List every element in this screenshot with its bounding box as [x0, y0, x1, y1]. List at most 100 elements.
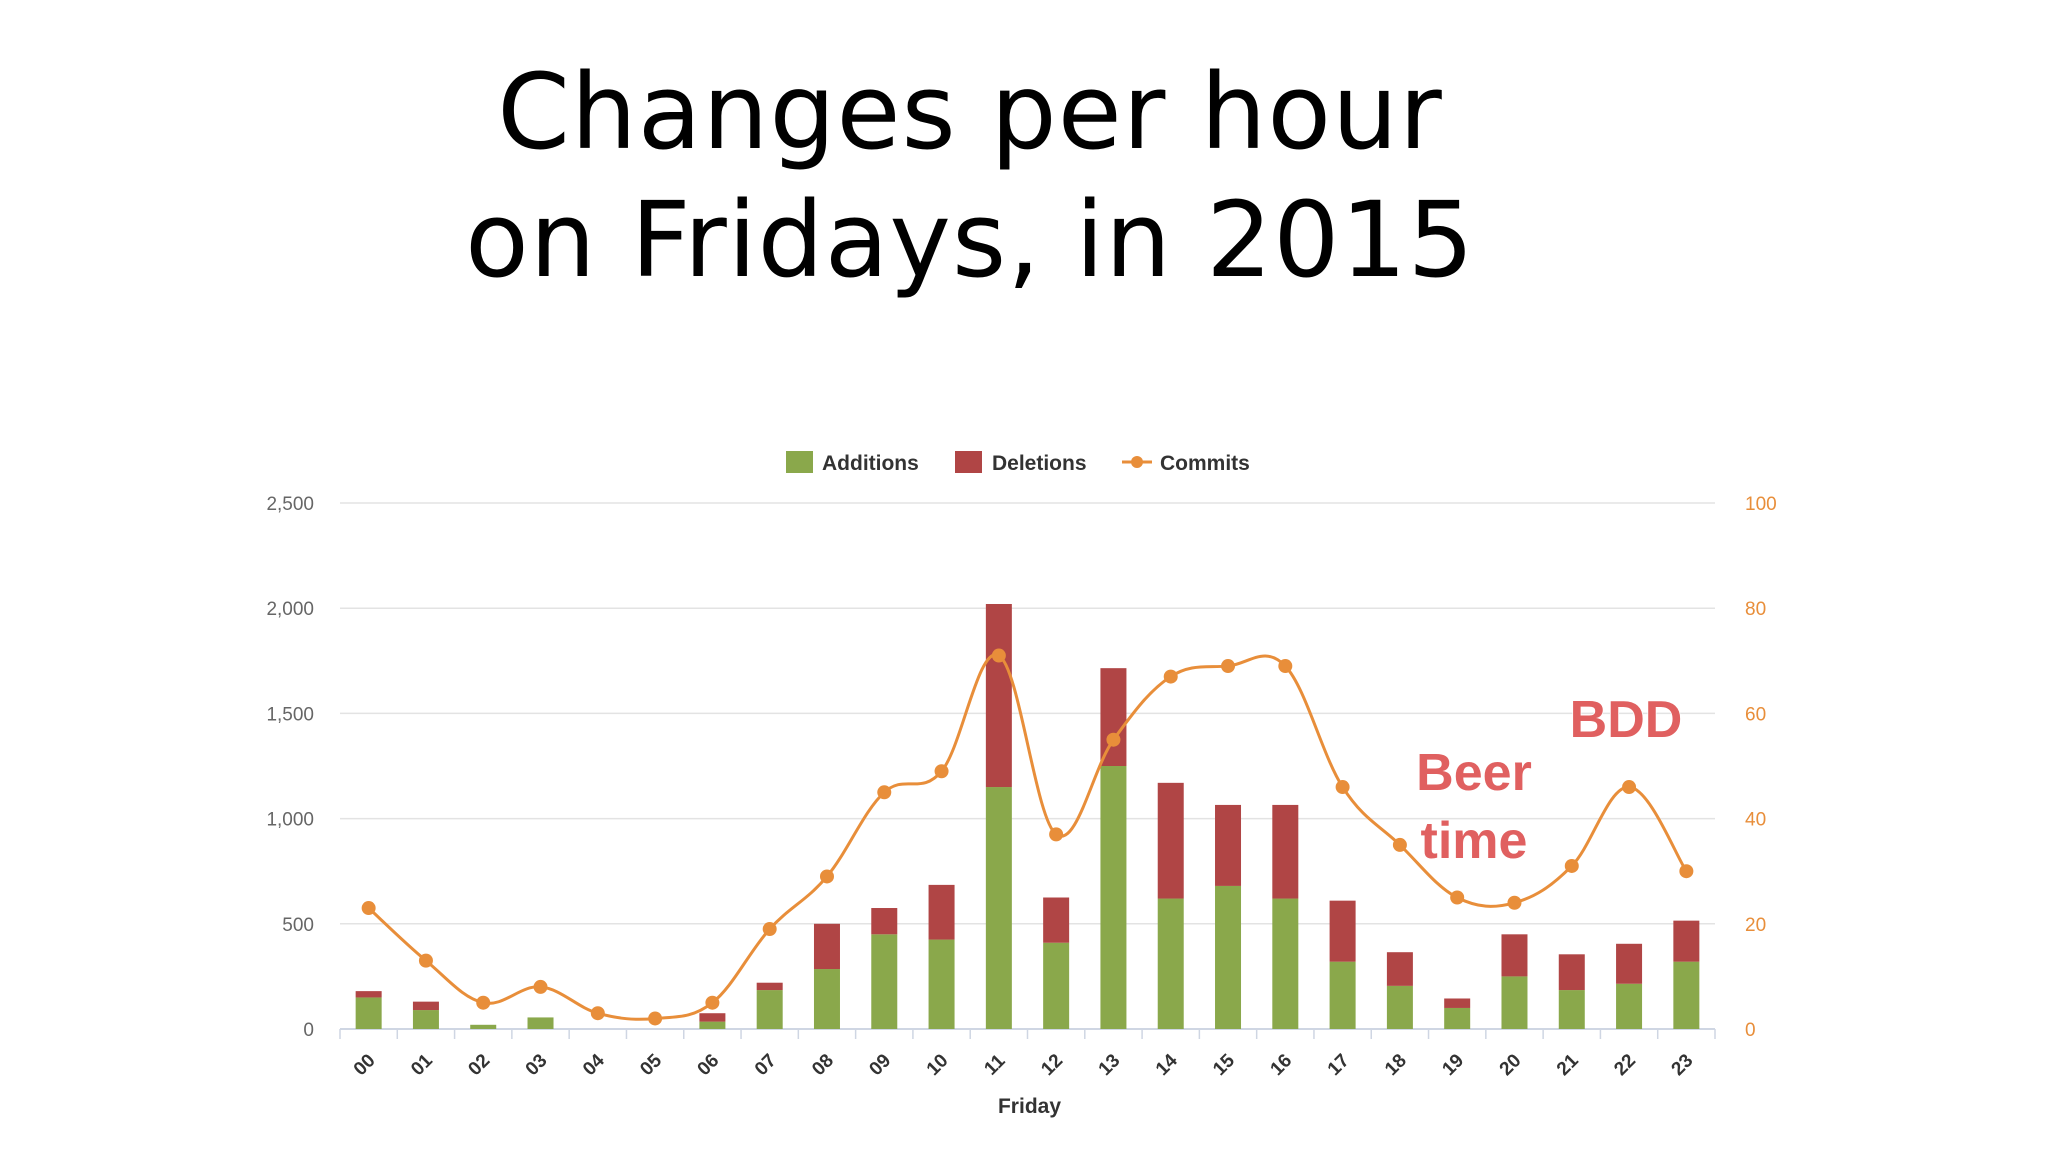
bar-deletions [1501, 934, 1528, 977]
y-tick-label-left: 2,500 [266, 494, 314, 515]
bar-additions [470, 1024, 497, 1029]
bar-deletions [699, 1013, 726, 1022]
x-tick-label: 17 [1324, 1050, 1354, 1080]
x-tick-label: 14 [1152, 1050, 1182, 1080]
x-tick-label: 07 [751, 1050, 781, 1080]
bars [355, 603, 1700, 1029]
bar-additions [1444, 1007, 1471, 1029]
bar-deletions [412, 1001, 439, 1011]
commits-point [418, 953, 433, 968]
commits-point [1163, 669, 1178, 684]
slide-title-line-2: on Fridays, in 2015 [465, 179, 1475, 301]
y-tick-label-right: 40 [1745, 810, 1766, 831]
x-tick-label: 10 [923, 1050, 953, 1080]
annotation-bdd: BDD [1570, 691, 1683, 749]
x-tick-label: 05 [636, 1050, 666, 1080]
legend-commits-label: Commits [1160, 452, 1250, 475]
bar-additions [699, 1021, 726, 1029]
commits-point [877, 785, 892, 800]
bar-additions [871, 934, 898, 1029]
y-tick-label-right: 100 [1745, 494, 1777, 515]
commits-point [533, 979, 548, 994]
commits-point [1450, 890, 1465, 905]
bar-additions [813, 969, 840, 1029]
x-tick-label: 01 [407, 1050, 437, 1080]
commits-point [1049, 827, 1064, 842]
x-tick-label: 09 [865, 1050, 895, 1080]
bar-deletions [1673, 920, 1700, 962]
commits-point [590, 1006, 605, 1021]
bar-deletions [1616, 943, 1643, 984]
x-tick-label: 20 [1496, 1050, 1526, 1080]
bar-additions [1329, 961, 1356, 1029]
y-tick-label-left: 1,500 [266, 704, 314, 725]
x-axis-label: Friday [998, 1095, 1061, 1118]
bar-deletions [1558, 954, 1585, 991]
bar-additions [928, 939, 955, 1029]
commits-point [476, 995, 491, 1010]
y-tick-label-left: 1,000 [266, 810, 314, 831]
bar-deletions [928, 884, 955, 940]
legend-additions-label: Additions [822, 452, 919, 475]
y-tick-label-right: 60 [1745, 704, 1766, 725]
commits-point [991, 648, 1006, 663]
bar-deletions [756, 982, 783, 991]
bar-deletions [871, 908, 898, 935]
commits-point [1622, 780, 1637, 795]
bar-additions [1558, 990, 1585, 1029]
legend-additions-swatch [786, 451, 813, 473]
bar-deletions [1444, 998, 1471, 1008]
annotations: Beer time BDD [1415, 690, 1683, 871]
bar-additions [756, 990, 783, 1029]
commits-point [1278, 659, 1293, 674]
annotation-time: time [1421, 812, 1528, 870]
x-tick-label: 21 [1553, 1050, 1583, 1080]
commits-line [361, 648, 1694, 1026]
bar-additions [1616, 983, 1643, 1029]
commits-point [1392, 837, 1407, 852]
legend-commits-marker [1131, 456, 1143, 468]
bar-additions [527, 1017, 554, 1029]
x-tick-label: 03 [522, 1050, 552, 1080]
bar-additions [412, 1010, 439, 1029]
commits-point [1335, 780, 1350, 795]
bar-deletions [1386, 952, 1413, 986]
annotation-beer: Beer [1416, 744, 1532, 802]
bar-deletions [1157, 782, 1184, 899]
bar-additions [985, 787, 1012, 1029]
x-tick-label: 12 [1037, 1050, 1067, 1080]
x-tick-label: 22 [1610, 1050, 1640, 1080]
commits-point [1564, 858, 1579, 873]
y-tick-label-left: 0 [303, 1020, 314, 1041]
x-tick-label: 00 [350, 1050, 380, 1080]
commits-point [1221, 659, 1236, 674]
x-tick-label: 23 [1668, 1050, 1698, 1080]
bar-additions [1673, 961, 1700, 1029]
bar-additions [1043, 942, 1070, 1029]
commits-point [648, 1011, 663, 1026]
commits-point [762, 922, 777, 937]
x-tick-label: 16 [1267, 1050, 1297, 1080]
y-tick-label-right: 20 [1745, 915, 1766, 936]
x-tick-label: 13 [1095, 1050, 1125, 1080]
bar-additions [1157, 898, 1184, 1029]
bar-deletions [1043, 897, 1070, 943]
x-tick-label: 19 [1438, 1050, 1468, 1080]
bar-additions [1272, 898, 1299, 1029]
commits-point [1679, 864, 1694, 879]
x-tick-label: 15 [1209, 1050, 1239, 1080]
y-tick-label-left: 500 [282, 915, 314, 936]
slide-title-line-1: Changes per hour [497, 51, 1443, 173]
bar-deletions [355, 991, 382, 998]
x-tick-label: 08 [808, 1050, 838, 1080]
commits-point [1106, 732, 1121, 747]
bar-deletions [1272, 804, 1299, 899]
bar-deletions [813, 923, 840, 970]
slide-title: Changes per hour on Fridays, in 2015 [0, 48, 1940, 304]
bar-additions [1100, 766, 1127, 1029]
legend-deletions-swatch [955, 451, 982, 473]
commits-point [1507, 895, 1522, 910]
legend-deletions-label: Deletions [992, 452, 1087, 475]
bar-additions [355, 997, 382, 1029]
